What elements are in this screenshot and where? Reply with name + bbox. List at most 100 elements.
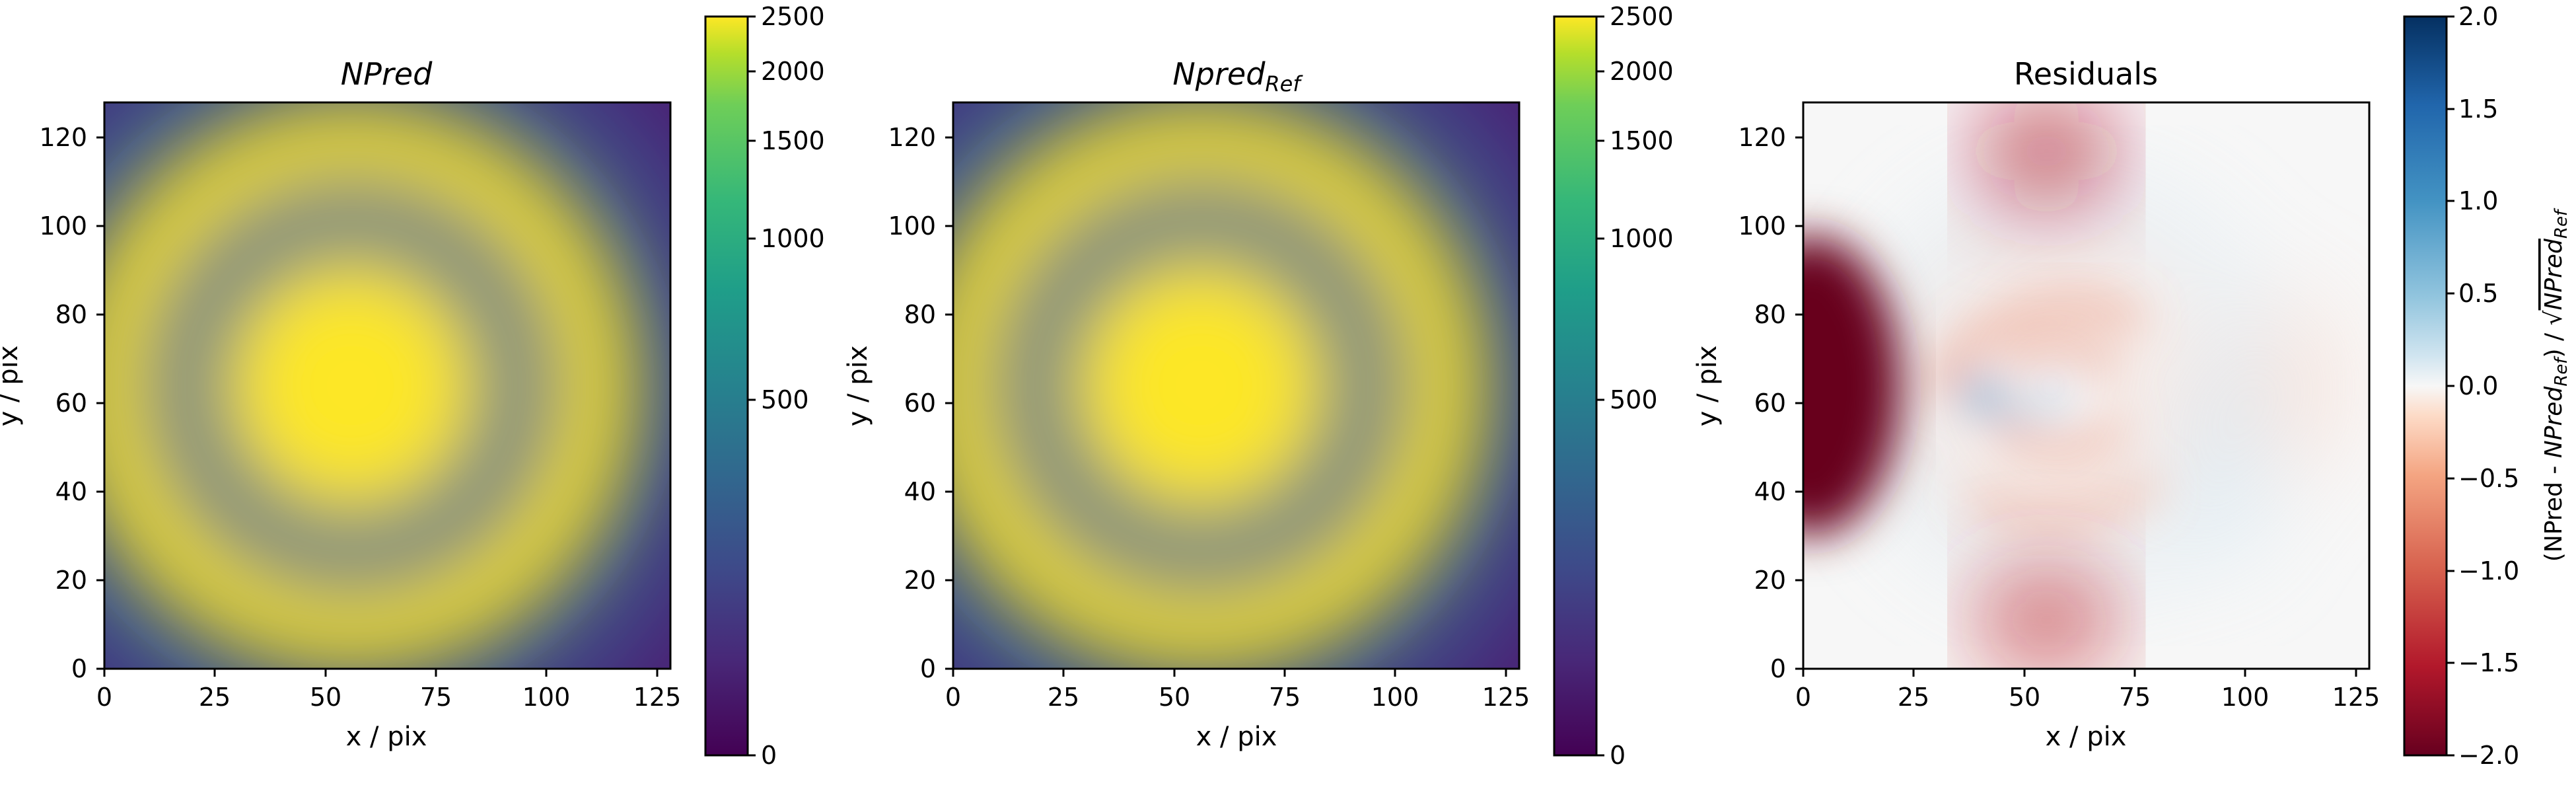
- red-blob-top: [1980, 111, 2113, 191]
- colorbar-tick-label: 500: [1610, 385, 1658, 414]
- panel-residuals-xticks: 0 25 50 75 100 125: [1795, 669, 2380, 712]
- blue-spot: [1999, 400, 2022, 424]
- panel-npred-map: [104, 102, 670, 669]
- title-subscript: Ref: [1265, 71, 1303, 96]
- xtick-label: 100: [522, 683, 571, 712]
- red-swirl: [1967, 477, 2161, 521]
- colorbar-tick-label: 2000: [1610, 57, 1674, 86]
- colorbar-tick-label: 0.0: [2458, 371, 2498, 400]
- panel-npred-frame: [103, 101, 672, 670]
- xtick-label: 25: [199, 683, 231, 712]
- colorbar-tick-label: 500: [761, 385, 809, 414]
- core: [1068, 252, 1334, 519]
- panel-npred-ref: NpredRef 0 25 50 75 100 125: [843, 2, 1674, 770]
- panel-residuals-xlabel: x / pix: [2046, 722, 2127, 752]
- xtick-label: 75: [2119, 683, 2151, 712]
- panel-npred-title: NPred: [341, 56, 433, 92]
- colorbar-gradient: [2403, 15, 2448, 757]
- panel-npred-ref-colorbar: 2500 2000 1500 1000 500 0: [1553, 2, 1674, 770]
- panel-npred-ref-ylabel: y / pix: [843, 346, 873, 427]
- ytick-label: 40: [55, 477, 87, 506]
- colorbar-tick-label: 1500: [1610, 126, 1674, 155]
- ytick-label: 120: [39, 123, 87, 152]
- colorbar-tick-label: −1.5: [2458, 648, 2519, 677]
- xtick-label: 125: [1482, 683, 1530, 712]
- panel-npred-ref-xticks: 0 25 50 75 100 125: [945, 669, 1530, 712]
- panel-npred-ref-frame: [952, 101, 1521, 670]
- xtick-label: 50: [2009, 683, 2040, 712]
- xtick-label: 0: [96, 683, 112, 712]
- xtick-label: 125: [2332, 683, 2380, 712]
- xtick-label: 0: [945, 683, 961, 712]
- xtick-label: 25: [1898, 683, 1929, 712]
- colorbar-tick-label: 1500: [761, 126, 825, 155]
- panel-npred-ref-map: [953, 102, 1519, 669]
- ytick-label: 60: [55, 389, 87, 418]
- panel-npred-colorbar: 2500 2000 1500 1000 500 0: [704, 2, 825, 770]
- colorbar-tick-label: 2500: [761, 2, 825, 31]
- panel-residuals-ylabel: y / pix: [1692, 346, 1723, 427]
- panel-residuals-colorbar: 2.0 1.5 1.0 0.5 0.0 −0.5 −1.0 −1.5 −2.0 …: [2403, 2, 2571, 770]
- colorbar-tick-label: 2500: [1610, 2, 1674, 31]
- colorbar-tick-label: −0.5: [2458, 464, 2519, 493]
- ytick-label: 120: [1738, 123, 1786, 152]
- ytick-label: 80: [904, 300, 936, 329]
- dark-ring: [166, 200, 538, 572]
- xtick-label: 75: [1269, 683, 1301, 712]
- xtick-label: 100: [1371, 683, 1419, 712]
- panel-npred-xlabel: x / pix: [346, 722, 427, 752]
- faint-red-right: [2263, 297, 2334, 474]
- xtick-label: 0: [1795, 683, 1811, 712]
- colorbar-gradient: [704, 15, 749, 757]
- ytick-label: 60: [1754, 389, 1786, 418]
- panel-npred-ref-yticks: 0 20 40 60 80 100 120: [888, 123, 953, 683]
- colorbar-tick-label: 0: [761, 741, 777, 770]
- blue-spot: [1964, 379, 1996, 410]
- ytick-label: 40: [904, 477, 936, 506]
- colorbar-label: (NPred - NPredRef) / √NPredRef: [2540, 208, 2571, 562]
- colorbar-tick-label: −2.0: [2458, 741, 2519, 770]
- ytick-label: 80: [1754, 300, 1786, 329]
- colorbar-gradient: [1553, 15, 1598, 757]
- xtick-label: 75: [420, 683, 452, 712]
- ytick-label: 0: [920, 654, 936, 683]
- ytick-label: 40: [1754, 477, 1786, 506]
- colorbar-tick-label: 1000: [761, 224, 825, 253]
- ytick-label: 0: [71, 654, 87, 683]
- ytick-label: 60: [904, 389, 936, 418]
- colorbar-tick-label: −1.0: [2458, 556, 2519, 585]
- ytick-label: 20: [55, 566, 87, 595]
- panel-npred-ref-xlabel: x / pix: [1196, 722, 1277, 752]
- xtick-label: 50: [310, 683, 341, 712]
- core: [219, 252, 485, 519]
- ytick-label: 80: [55, 300, 87, 329]
- red-swirl: [1928, 296, 2144, 397]
- ytick-label: 100: [39, 211, 87, 241]
- ytick-label: 100: [888, 211, 936, 241]
- red-swirl: [2001, 338, 2119, 381]
- panel-npred-yticks: 0 20 40 60 80 100 120: [39, 123, 104, 683]
- panel-residuals-map: [1803, 102, 2369, 669]
- ytick-label: 20: [904, 566, 936, 595]
- outer-ring: [953, 102, 1484, 669]
- red-swirl: [1992, 416, 2128, 458]
- ytick-label: 0: [1770, 654, 1786, 683]
- blue-spot: [2040, 392, 2062, 415]
- panel-npred-xticks: 0 25 50 75 100 125: [96, 669, 681, 712]
- panel-npred: NPred 0 25 50 75 100 125: [0, 2, 825, 770]
- colorbar-tick-label: 1.5: [2458, 94, 2498, 124]
- xtick-label: 25: [1048, 683, 1079, 712]
- ytick-label: 100: [1738, 211, 1786, 241]
- xtick-label: 50: [1159, 683, 1190, 712]
- colorbar-tick-label: 2000: [761, 57, 825, 86]
- xtick-label: 100: [2221, 683, 2270, 712]
- panel-npred-ref-title: NpredRef: [1172, 56, 1303, 96]
- outer-ring: [104, 102, 635, 669]
- panel-residuals: Residuals: [1692, 2, 2571, 770]
- red-blob-bottom: [1976, 580, 2118, 660]
- panel-residuals-title: Residuals: [2014, 56, 2158, 92]
- ytick-label: 20: [1754, 566, 1786, 595]
- colorbar-tick-label: 0.5: [2458, 279, 2498, 308]
- faint-blue-right: [2179, 350, 2268, 563]
